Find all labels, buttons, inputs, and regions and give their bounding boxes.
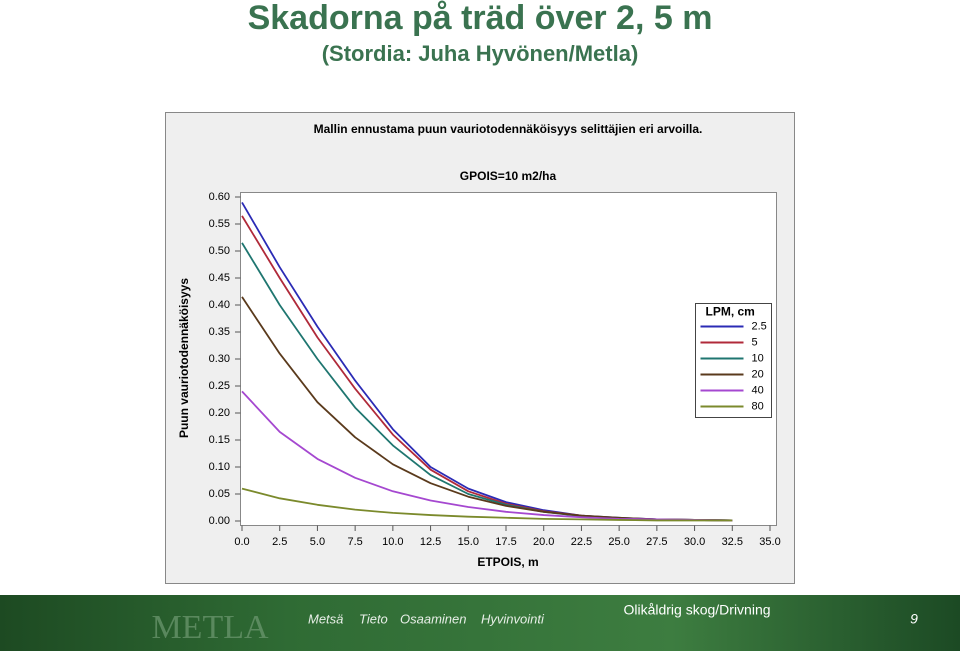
plot-area xyxy=(240,192,777,526)
footer-logo: METLA xyxy=(151,609,269,646)
slide-title: Skadorna på träd över 2, 5 m xyxy=(248,0,713,37)
series-line xyxy=(241,390,733,522)
y-axis-label: Puun vauriotodennäköisyys xyxy=(177,278,191,438)
y-tick-label: 0.50 xyxy=(209,245,230,257)
x-tick-label: 27.5 xyxy=(646,536,667,548)
legend-label: 2.5 xyxy=(752,320,767,332)
x-tick-label: 12.5 xyxy=(420,536,441,548)
x-tick-label: 22.5 xyxy=(571,536,592,548)
x-tick-label: 17.5 xyxy=(495,536,516,548)
legend-label: 5 xyxy=(752,336,758,348)
y-tick-label: 0.55 xyxy=(209,218,230,230)
x-tick-label: 5.0 xyxy=(310,536,325,548)
chart: 0.000.050.100.150.200.250.300.350.400.45… xyxy=(209,191,781,548)
series-line xyxy=(241,487,733,522)
y-tick-label: 0.40 xyxy=(209,299,230,311)
footer-word: Metsä xyxy=(308,611,343,626)
y-tick-label: 0.15 xyxy=(209,434,230,446)
y-tick-label: 0.10 xyxy=(209,461,230,473)
footer-word: Hyvinvointi xyxy=(481,611,545,626)
legend-label: 20 xyxy=(752,368,764,380)
page-number: 9 xyxy=(910,611,918,627)
x-tick-label: 10.0 xyxy=(382,536,403,548)
y-tick-label: 0.25 xyxy=(209,380,230,392)
y-tick-label: 0.00 xyxy=(209,515,230,527)
x-axis-label: ETPOIS, m xyxy=(477,555,538,569)
y-tick-label: 0.45 xyxy=(209,272,230,284)
footer-word: Osaaminen xyxy=(400,611,466,626)
footer-section: Olikåldrig skog/Drivning xyxy=(623,602,770,618)
chart-title: Mallin ennustama puun vauriotodennäköisy… xyxy=(314,122,703,136)
legend-label: 10 xyxy=(752,352,764,364)
legend-label: 40 xyxy=(752,384,764,396)
slide-subtitle: (Stordia: Juha Hyvönen/Metla) xyxy=(322,41,639,66)
x-tick-label: 32.5 xyxy=(722,536,743,548)
x-tick-label: 2.5 xyxy=(272,536,287,548)
y-tick-label: 0.60 xyxy=(209,191,230,203)
x-tick-label: 20.0 xyxy=(533,536,554,548)
y-tick-label: 0.30 xyxy=(209,353,230,365)
x-tick-label: 30.0 xyxy=(684,536,705,548)
legend-title: LPM, cm xyxy=(706,305,755,319)
x-tick-label: 25.0 xyxy=(608,536,629,548)
footer-bar xyxy=(0,595,960,651)
x-tick-label: 0.0 xyxy=(234,536,249,548)
legend-label: 80 xyxy=(752,400,764,412)
footer-word: Tieto xyxy=(359,611,388,626)
chart-subtitle: GPOIS=10 m2/ha xyxy=(460,169,557,183)
y-tick-label: 0.20 xyxy=(209,407,230,419)
x-tick-label: 7.5 xyxy=(347,536,362,548)
x-tick-label: 35.0 xyxy=(759,536,780,548)
x-tick-label: 15.0 xyxy=(458,536,479,548)
y-tick-label: 0.05 xyxy=(209,488,230,500)
y-tick-label: 0.35 xyxy=(209,326,230,338)
legend-box xyxy=(695,303,772,418)
